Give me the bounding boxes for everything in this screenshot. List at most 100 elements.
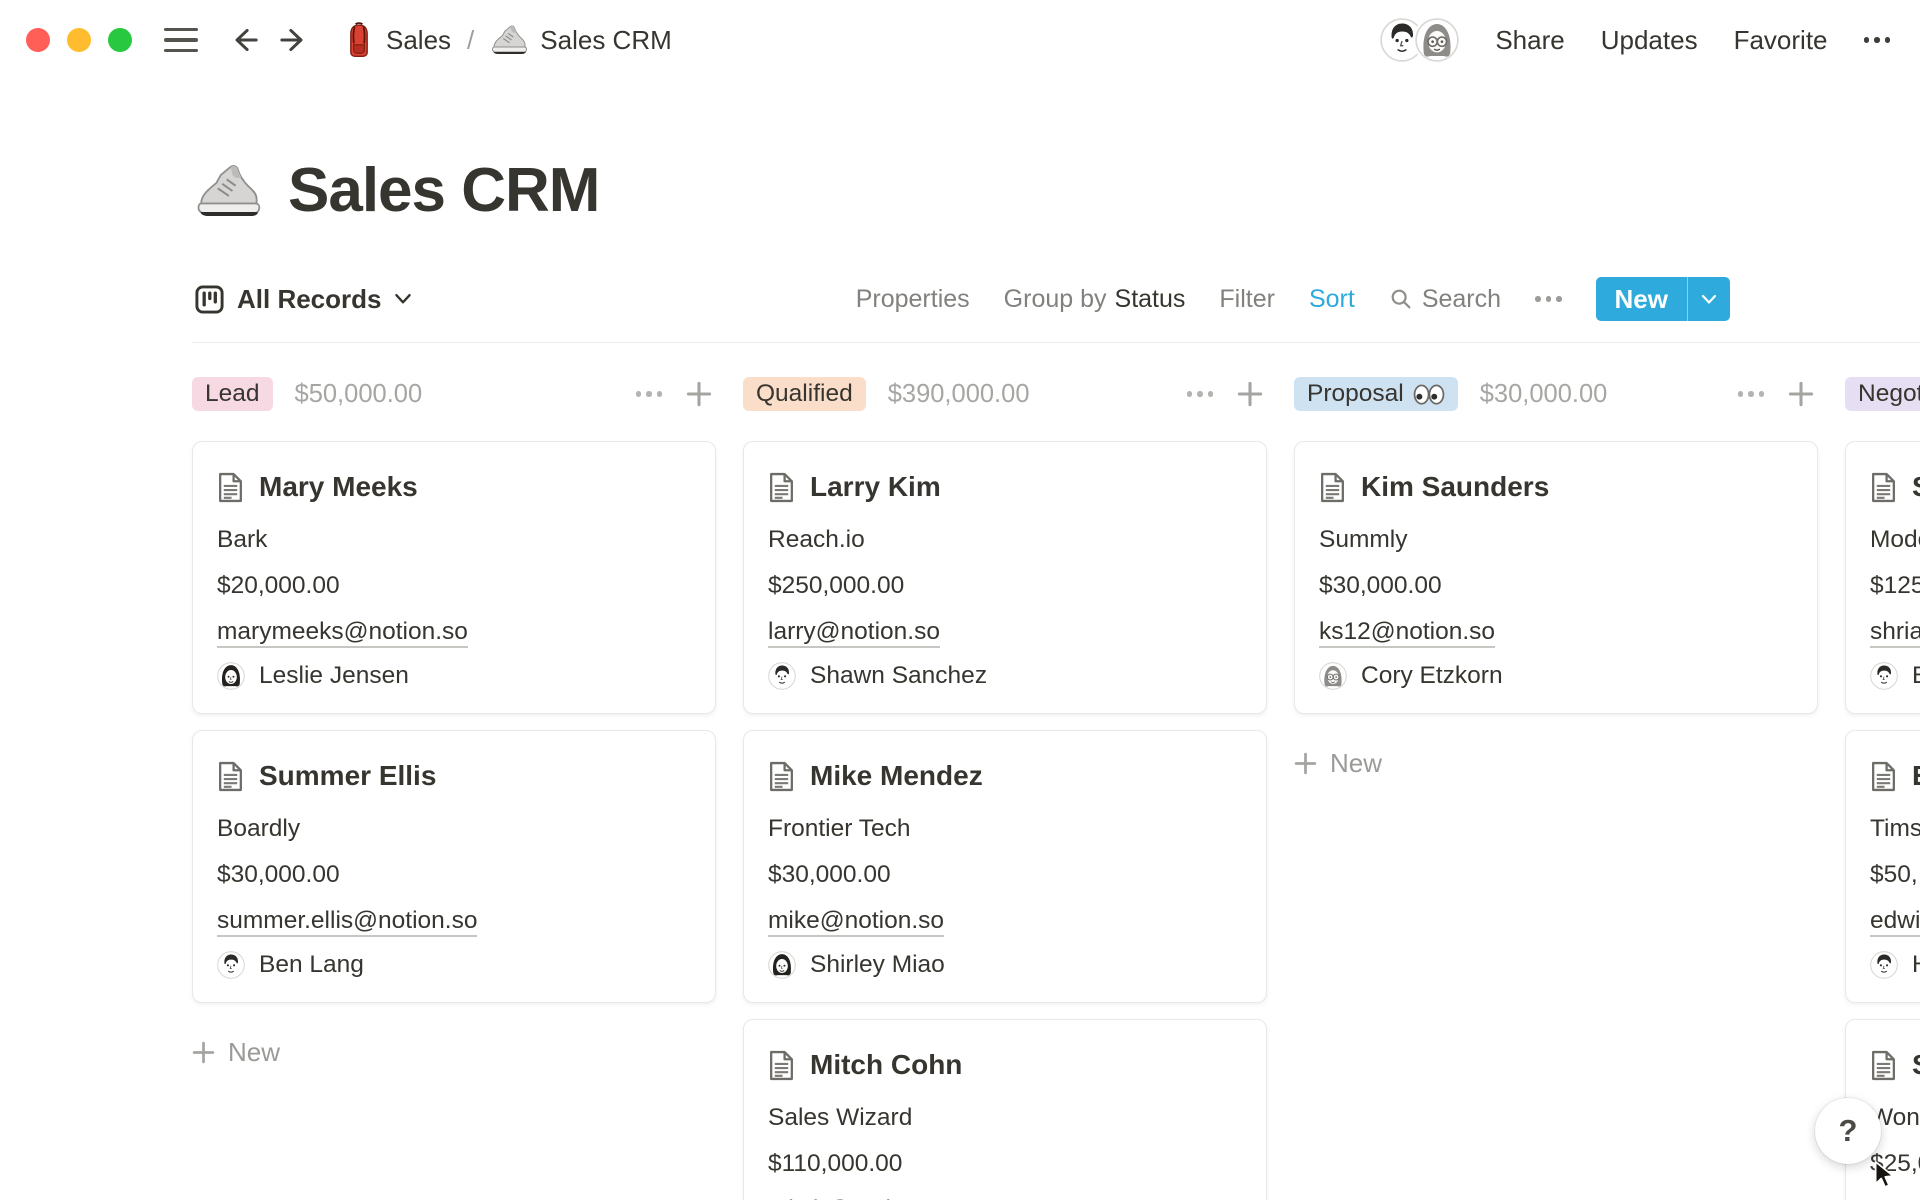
card-email-link[interactable]: stan xyxy=(1870,1196,1917,1200)
sort-button[interactable]: Sort xyxy=(1308,284,1355,313)
minimize-window-button[interactable] xyxy=(67,28,91,52)
column-sum: $30,000.00 xyxy=(1479,379,1608,408)
person-avatar xyxy=(1870,951,1898,979)
card-title: Kim Saunders xyxy=(1361,471,1550,502)
chevron-down-icon xyxy=(394,293,412,305)
card-company: Frontier Tech xyxy=(768,815,911,842)
filter-button[interactable]: Filter xyxy=(1219,284,1275,313)
collaborator-avatars xyxy=(1380,18,1460,62)
card[interactable]: Mike Mendez Frontier Tech $30,000.00 mike@n… xyxy=(743,730,1267,1003)
column-add-icon[interactable] xyxy=(686,381,712,407)
card[interactable]: S Mode $125 shria E xyxy=(1845,441,1920,714)
person-name: Leslie Jensen xyxy=(259,662,409,689)
avatar[interactable] xyxy=(1415,18,1460,62)
card-company: Reach.io xyxy=(768,526,865,553)
view-more-options-icon[interactable] xyxy=(1535,296,1562,302)
card-amount: $110,000.00 xyxy=(768,1150,903,1177)
updates-button[interactable]: Updates xyxy=(1600,24,1698,55)
column-more-icon[interactable] xyxy=(1737,391,1764,397)
status-badge[interactable]: Negotiation xyxy=(1845,377,1920,411)
document-icon xyxy=(217,472,244,503)
breadcrumb-item-sales[interactable]: Sales xyxy=(386,24,452,55)
column-more-icon[interactable] xyxy=(635,391,662,397)
mouse-cursor xyxy=(1870,1160,1900,1190)
sidebar-menu-icon[interactable] xyxy=(164,27,198,53)
forward-arrow-icon[interactable] xyxy=(276,23,310,57)
status-badge[interactable]: Lead xyxy=(192,377,273,411)
page-title[interactable]: Sales CRM xyxy=(288,156,600,225)
card[interactable]: Mitch Cohn Sales Wizard $110,000.00 mitch@n… xyxy=(743,1019,1267,1200)
card[interactable]: Summer Ellis Boardly $30,000.00 summer.elli… xyxy=(192,730,716,1003)
column-actions xyxy=(635,381,717,407)
card-email-link[interactable]: mike@notion.so xyxy=(768,907,945,937)
card-title-row: Mike Mendez xyxy=(768,759,1242,793)
card-email-row: larry@notion.so xyxy=(768,615,1242,648)
chevron-down-icon xyxy=(1701,294,1717,305)
card-company: Summly xyxy=(1319,526,1408,553)
status-badge[interactable]: Qualified xyxy=(743,377,866,411)
board: Lead $50,000.00 Mary Meeks Bark $20,000.00 ma… xyxy=(192,343,1920,1200)
column-add-icon[interactable] xyxy=(1237,381,1263,407)
sneaker-icon xyxy=(490,21,528,59)
add-card-button[interactable]: New xyxy=(192,1033,716,1071)
card-amount: $30,000.00 xyxy=(1319,572,1442,599)
help-button[interactable]: ? xyxy=(1815,1098,1881,1164)
card[interactable]: Kim Saunders Summly $30,000.00 ks12@notion.… xyxy=(1294,441,1818,714)
view-name: All Records xyxy=(237,283,382,314)
group-by-button[interactable]: Group by Status xyxy=(1003,284,1186,313)
card[interactable]: Mary Meeks Bark $20,000.00 marymeeks@notion… xyxy=(192,441,716,714)
more-options-icon[interactable] xyxy=(1863,37,1890,43)
new-record-button[interactable]: New xyxy=(1595,277,1730,321)
card-email-row: summer.ellis@notion.so xyxy=(217,904,691,937)
document-icon xyxy=(768,472,795,503)
page-icon-sneaker[interactable] xyxy=(194,157,262,225)
card-amount: $50, xyxy=(1870,861,1918,888)
person-name: Shirley Miao xyxy=(810,951,945,978)
favorite-button[interactable]: Favorite xyxy=(1733,24,1828,55)
column-header: Lead $50,000.00 xyxy=(192,377,716,411)
card-email-link[interactable]: ks12@notion.so xyxy=(1319,618,1496,648)
person-name: E xyxy=(1912,662,1920,690)
card-email-link[interactable]: larry@notion.so xyxy=(768,618,940,648)
column-header: Negotiation xyxy=(1845,377,1920,411)
card-email-link[interactable]: edwi xyxy=(1870,907,1920,937)
status-badge[interactable]: Proposal xyxy=(1294,377,1458,411)
card-email-link[interactable]: shria xyxy=(1870,618,1920,648)
breadcrumb-item-sales-crm[interactable]: Sales CRM xyxy=(540,24,672,55)
document-icon xyxy=(1870,761,1897,792)
board-column-negotiation: Negotiation S Mode $125 shria E E Tims $50, edwi H… xyxy=(1845,343,1920,1200)
card-company: Mode xyxy=(1870,526,1920,553)
zoom-window-button[interactable] xyxy=(108,28,132,52)
back-arrow-icon[interactable] xyxy=(228,23,262,57)
view-switcher[interactable]: All Records xyxy=(194,284,412,315)
person-avatar xyxy=(768,662,796,690)
card-title-row: Summer Ellis xyxy=(217,759,691,793)
add-card-button[interactable]: New xyxy=(1294,744,1818,782)
column-add-icon[interactable] xyxy=(1788,381,1814,407)
card[interactable]: Larry Kim Reach.io $250,000.00 larry@notion… xyxy=(743,441,1267,714)
plus-icon xyxy=(192,1041,215,1064)
card-email-link[interactable]: summer.ellis@notion.so xyxy=(217,907,478,937)
status-badge-label: Proposal xyxy=(1307,380,1404,407)
card-email-row: marymeeks@notion.so xyxy=(217,615,691,648)
card-email-row: mitch@notion.so xyxy=(768,1193,1242,1200)
new-button-dropdown[interactable] xyxy=(1688,277,1730,321)
search-icon xyxy=(1389,287,1413,311)
column-more-icon[interactable] xyxy=(1186,391,1213,397)
card-title: E xyxy=(1912,760,1920,792)
card-email-row: ks12@notion.so xyxy=(1319,615,1793,648)
search-button[interactable]: Search xyxy=(1389,285,1501,314)
share-button[interactable]: Share xyxy=(1495,24,1565,55)
card[interactable]: E Tims $50, edwi H xyxy=(1845,730,1920,1003)
card-person: Shawn Sanchez xyxy=(768,662,1242,690)
card-person: Shirley Miao xyxy=(768,951,1242,979)
page-header: Sales CRM xyxy=(194,156,1920,226)
card-email-link[interactable]: marymeeks@notion.so xyxy=(217,618,468,648)
properties-button[interactable]: Properties xyxy=(855,284,970,313)
close-window-button[interactable] xyxy=(26,28,50,52)
document-icon xyxy=(768,1050,795,1081)
card-person: Ben Lang xyxy=(217,951,691,979)
board-column-qualified: Qualified $390,000.00 Larry Kim Reach.io $25… xyxy=(743,343,1267,1200)
card-email-link[interactable]: mitch@notion.so xyxy=(768,1196,951,1200)
backpack-icon xyxy=(344,21,374,59)
